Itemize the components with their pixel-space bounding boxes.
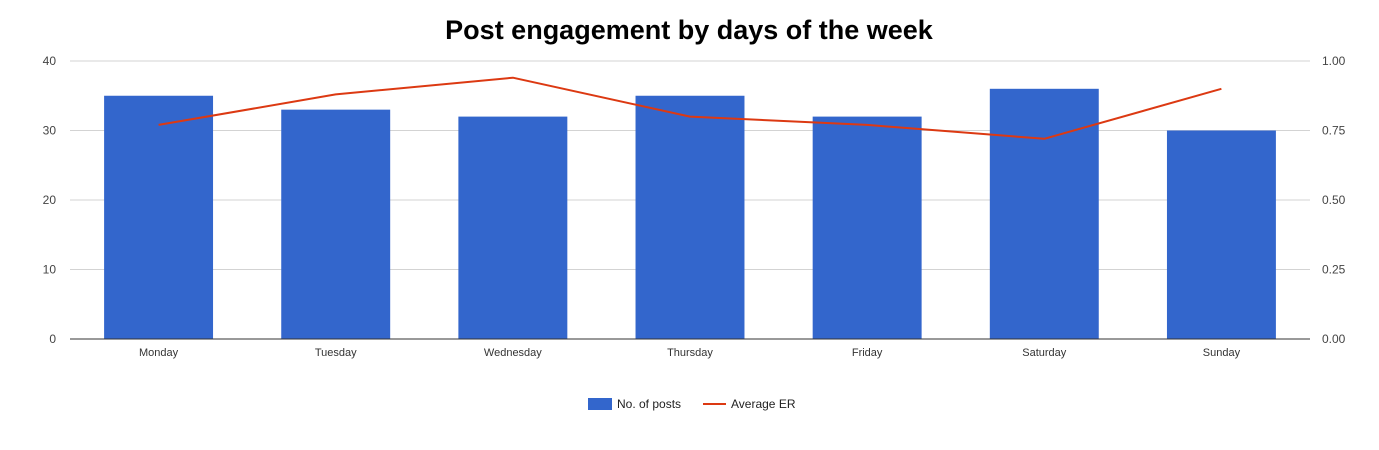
legend-swatch-posts <box>588 398 612 410</box>
bar-wednesday <box>458 116 568 339</box>
x-tick-label: Sunday <box>1203 347 1241 359</box>
bar-sunday <box>1166 130 1276 339</box>
y-right-tick-label: 0.25 <box>1322 263 1346 277</box>
y-right-tick-label: 1.00 <box>1322 54 1346 68</box>
average-er-line <box>158 76 1222 140</box>
bar-tuesday <box>281 109 391 340</box>
y-left-tick-label: 20 <box>43 193 57 207</box>
y-right-tick-label: 0.50 <box>1322 193 1346 207</box>
x-tick-label: Wednesday <box>484 347 542 359</box>
y-left-tick-label: 10 <box>43 263 57 277</box>
y-left-tick-label: 40 <box>43 54 57 68</box>
x-tick-label: Saturday <box>1022 347 1067 359</box>
x-tick-label: Monday <box>139 347 179 359</box>
x-tick-label: Friday <box>852 347 883 359</box>
y-right-tick-label: 0.75 <box>1322 124 1346 138</box>
x-tick-label: Tuesday <box>315 347 357 359</box>
y-right-tick-label: 0.00 <box>1322 332 1346 346</box>
chart-title: Post engagement by days of the week <box>445 15 934 45</box>
bar-saturday <box>989 88 1099 339</box>
bars <box>104 88 1276 340</box>
x-tick-label: Thursday <box>667 347 713 359</box>
bar-friday <box>812 116 922 339</box>
bar-monday <box>104 95 214 339</box>
legend: No. of posts Average ER <box>588 397 796 411</box>
legend-label-er: Average ER <box>731 397 796 411</box>
y-left-tick-label: 0 <box>49 332 56 346</box>
legend-label-posts: No. of posts <box>617 397 681 411</box>
er-line <box>158 76 1222 140</box>
y-left-tick-label: 30 <box>43 124 57 138</box>
bar-thursday <box>635 95 745 339</box>
axes: 0 10 20 30 40 0.00 0.25 0.50 0.75 1.00 Monday Tuesd… <box>43 54 1346 359</box>
